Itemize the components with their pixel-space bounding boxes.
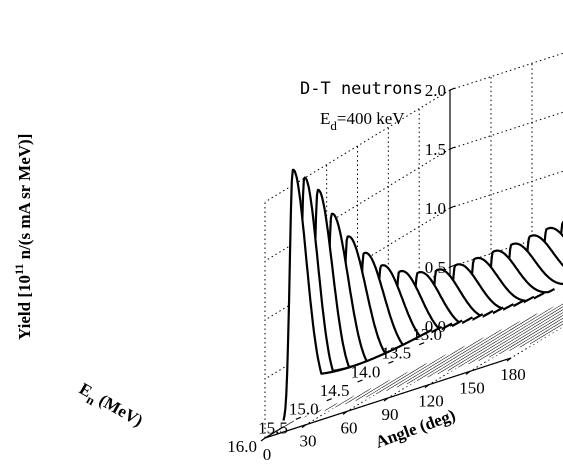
x-tick-label: 30 [300,432,317,451]
y-tick-mark [388,360,394,364]
x-tick-label: 120 [418,392,444,411]
z-tick-mark [449,264,456,268]
annotation-value: =400 keV [337,109,405,128]
spectrum-fill [416,243,563,384]
y-axis-unit: (MeV) [92,388,146,430]
y-tick-mark [264,435,271,439]
z-tick-label: 0.0 [425,317,446,336]
spectrum-fill [406,250,555,387]
x-tick-label: 150 [459,378,485,397]
x-tick-mark [424,384,430,389]
z-axis-label-exponent: 11 [12,264,26,275]
z-tick-mark [449,87,456,91]
y-tick-label: 13.5 [381,344,411,363]
back-wall-grid-horizontal [449,170,563,209]
tick-layer: 0 30 60 90 120 150 180 13.013.514.014.515.015.5… [227,81,526,464]
y-tick-label: 13.0 [412,325,442,344]
x-tick-mark [260,437,266,442]
x-tick-mark [465,370,471,375]
x-tick-label: 90 [382,405,399,424]
x-tick-mark [301,424,307,429]
back-wall-grid-horizontal [449,52,563,91]
y-tick-mark [326,398,332,402]
y-tick-label: 16.0 [227,437,257,456]
x-tick-label: 180 [500,365,526,384]
annotation-line2: Ed=400 keV [320,109,405,133]
y-tick-mark [295,416,302,420]
floor-grid-angle [510,325,563,359]
z-tick-mark [449,205,456,209]
x-tick-label: 0 [263,445,272,464]
z-tick-label: 2.0 [425,81,446,100]
z-tick-label: 1.5 [425,140,446,159]
z-tick-label: 1.0 [425,199,446,218]
annotation-line1: D-T neutrons [300,79,423,99]
y-tick-label: 15.0 [289,400,319,419]
z-tick-mark [449,323,456,327]
z-tick-mark [449,146,456,150]
x-tick-mark [342,410,348,415]
z-axis-label-post: n/(s mA sr MeV)] [15,134,34,264]
z-tick-label: 0.5 [425,258,446,277]
y-tick-mark [418,342,425,346]
spectrum-fill [304,189,452,421]
y-tick-mark [357,379,363,383]
spectrum-curve [282,168,433,421]
annotation-subscript: d [330,118,337,133]
spectrum-fill [437,227,563,377]
z-axis-label: Yield [1011 n/(s mA sr MeV)] [12,134,34,340]
back-wall-grid-horizontal [449,111,563,150]
x-tick-label: 60 [341,418,358,437]
z-axis-label-pre: Yield [10 [15,275,34,340]
annotation-symbol: E [320,109,330,128]
y-tick-label: 14.5 [320,381,350,400]
y-axis-label: En (MeV) [74,379,146,434]
y-tick-label: 15.5 [258,418,288,437]
y-tick-label: 14.0 [351,362,381,381]
spectrum-fill [283,169,432,427]
x-tick-mark [383,397,389,402]
x-tick-mark [506,357,512,362]
series-layer [282,168,563,427]
